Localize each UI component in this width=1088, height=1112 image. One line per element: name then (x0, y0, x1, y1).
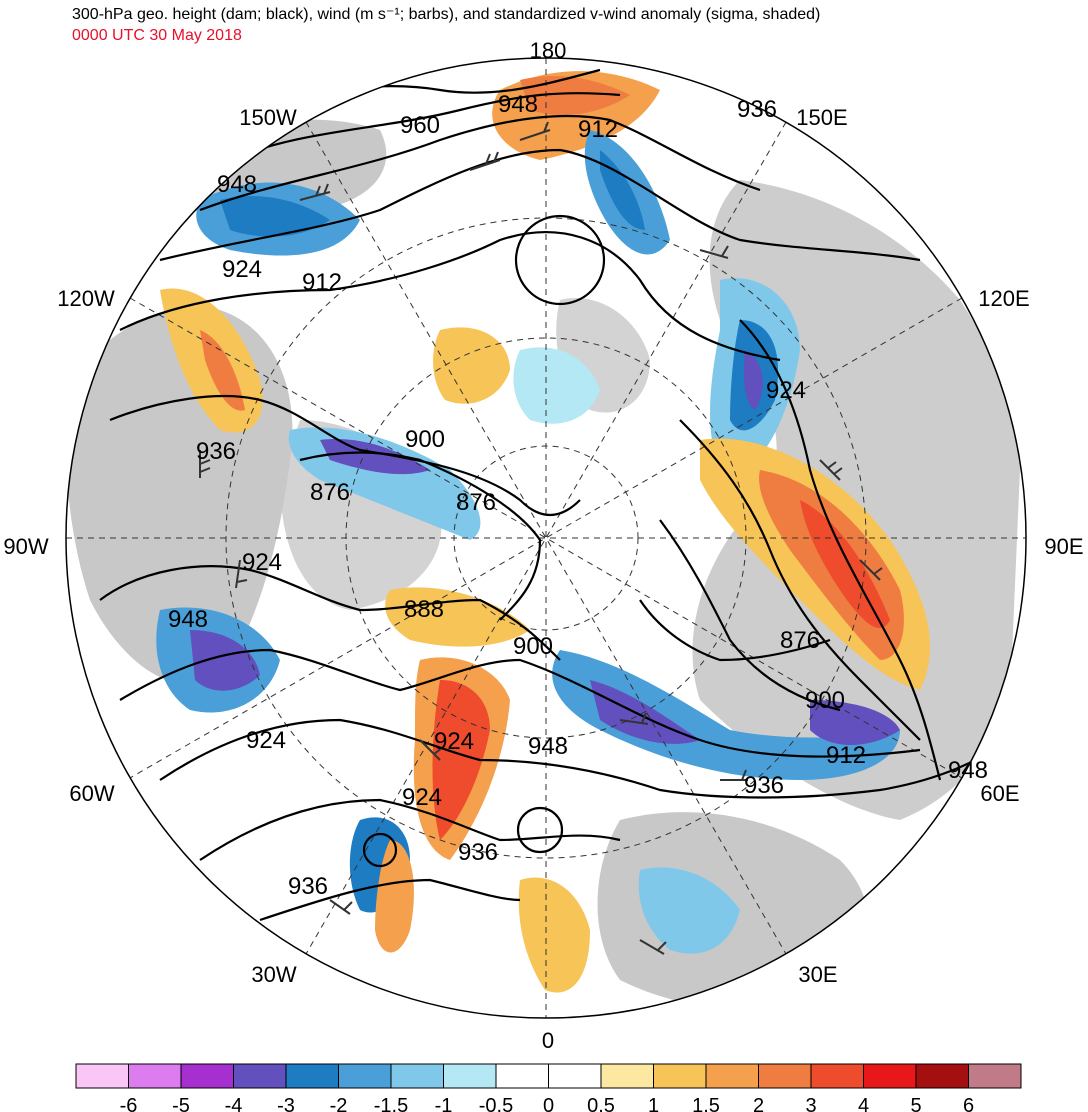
contour-label: 924 (246, 727, 286, 754)
longitude-label: 30E (798, 962, 837, 987)
colorbar-tick-label: 1.5 (692, 1095, 720, 1112)
colorbar-swatch (968, 1063, 1022, 1089)
colorbar-tick-label: -5 (172, 1095, 190, 1112)
colorbar-swatch (390, 1063, 444, 1089)
colorbar-swatch (548, 1063, 602, 1089)
colorbar-swatch (180, 1063, 234, 1089)
colorbar-swatch (600, 1063, 654, 1089)
contour-label: 948 (217, 171, 257, 198)
colorbar-swatch (863, 1063, 917, 1089)
longitude-label: 0 (542, 1028, 554, 1053)
colorbar-tick-label: -1 (435, 1095, 453, 1112)
colorbar-swatch (443, 1063, 497, 1089)
contour-labels: 948 960 912 936 948 924 912 924 936 900 876 876 924 9… (168, 91, 988, 900)
contour-label: 948 (948, 757, 988, 784)
contour-label: 924 (402, 784, 442, 811)
colorbar-tick-label: -0.5 (479, 1095, 513, 1112)
longitude-label: 60W (69, 781, 114, 806)
colorbar-tick-label: -6 (120, 1095, 138, 1112)
colorbar-swatch (495, 1063, 549, 1089)
contour-label: 912 (578, 116, 618, 143)
colorbar-tick-label: -2 (330, 1095, 348, 1112)
longitude-label: 30W (251, 962, 296, 987)
contour-label: 912 (302, 269, 342, 296)
figure-title: 300-hPa geo. height (dam; black), wind (… (72, 6, 821, 23)
longitude-label: 150W (239, 105, 297, 130)
colorbar-swatch (705, 1063, 759, 1089)
contour-label: 924 (222, 256, 262, 283)
contour-label: 900 (513, 633, 553, 660)
colorbar-tick-label: -4 (225, 1095, 243, 1112)
contour-label: 924 (242, 549, 282, 576)
colorbar-swatch (233, 1063, 287, 1089)
colorbar-tick-label: 2 (753, 1095, 764, 1112)
contour-label: 936 (744, 772, 784, 799)
figure-subtitle: 0000 UTC 30 May 2018 (72, 27, 242, 44)
map-boundary (65, 57, 1027, 1019)
contour-label: 924 (766, 377, 806, 404)
longitude-labels: 180 150E 120E 90E 60E 30E 0 30W 60W 90W 120W 150W (3, 38, 1083, 1053)
longitude-label: 120E (978, 286, 1029, 311)
colorbar-tick-label: 5 (910, 1095, 921, 1112)
longitude-label: 180 (530, 38, 567, 63)
contour-label: 936 (196, 438, 236, 465)
colorbar-swatch (653, 1063, 707, 1089)
colorbar-tick-label: 4 (858, 1095, 869, 1112)
contour-label: 888 (404, 596, 444, 623)
colorbar-swatch (915, 1063, 969, 1089)
colorbar-swatch (75, 1063, 129, 1089)
colorbar-swatch (338, 1063, 392, 1089)
contour-label: 936 (288, 873, 328, 900)
colorbar-tick-label: 6 (963, 1095, 974, 1112)
colorbar-tick-label: 1 (648, 1095, 659, 1112)
contour-label: 900 (805, 687, 845, 714)
contour-label: 948 (168, 606, 208, 633)
longitude-label: 60E (980, 781, 1019, 806)
contour-label: 924 (434, 728, 474, 755)
colorbar-tick-label: 0 (543, 1095, 554, 1112)
contour-label: 900 (405, 426, 445, 453)
contour-label: 948 (528, 733, 568, 760)
contour-label: 936 (737, 96, 777, 123)
longitude-label: 90E (1044, 534, 1083, 559)
longitude-label: 120W (57, 286, 115, 311)
contour-label: 936 (458, 839, 498, 866)
longitude-label: 90W (3, 534, 48, 559)
colorbar-swatch (285, 1063, 339, 1089)
contour-label: 960 (400, 112, 440, 139)
contour-label: 876 (310, 479, 350, 506)
contour-label: 948 (498, 91, 538, 118)
contour-label: 876 (780, 627, 820, 654)
colorbar-tick-label: 3 (805, 1095, 816, 1112)
geopotential-height-contours (99, 68, 1011, 922)
wind-barbs (199, 121, 883, 955)
colorbar-tick-label: -1.5 (374, 1095, 408, 1112)
colorbar-swatch (758, 1063, 812, 1089)
colorbar-tick-label: -3 (277, 1095, 295, 1112)
colorbar-tick-label: 0.5 (587, 1095, 615, 1112)
colorbar-swatch (128, 1063, 182, 1089)
contour-label: 876 (456, 489, 496, 516)
colorbar: -6 -5 -4 -3 -2 -1.5 -1 -0.5 0 0.5 1 1.5 2 3 4 5 6 (75, 1063, 1022, 1112)
longitude-label: 150E (796, 105, 847, 130)
colorbar-swatch (810, 1063, 864, 1089)
contour-label: 912 (826, 742, 866, 769)
